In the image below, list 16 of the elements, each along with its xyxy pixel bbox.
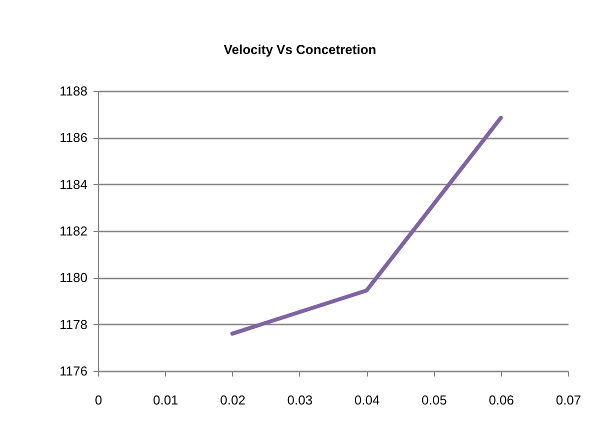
y-tick-label: 1176 — [60, 364, 88, 378]
x-tick-label: 0.04 — [354, 392, 380, 408]
y-tick-label: 1182 — [60, 224, 88, 238]
x-tick-label: 0.07 — [556, 392, 582, 408]
chart-title: Velocity Vs Concetretion — [224, 42, 376, 57]
x-tick-label: 0.03 — [287, 392, 313, 408]
x-tick-label: 0.02 — [220, 392, 246, 408]
x-tick-label: 0 — [94, 392, 102, 408]
x-tick-label: 0.01 — [152, 392, 178, 408]
y-tick-label: 1180 — [60, 270, 88, 286]
y-tick-label: 1188 — [60, 84, 88, 98]
y-tick-label: 1178 — [60, 316, 88, 332]
x-tick-label: 0.06 — [488, 392, 514, 408]
x-tick-label: 0.05 — [422, 392, 447, 408]
y-tick-label: 1186 — [60, 130, 88, 146]
y-tick-label: 1184 — [60, 176, 88, 192]
